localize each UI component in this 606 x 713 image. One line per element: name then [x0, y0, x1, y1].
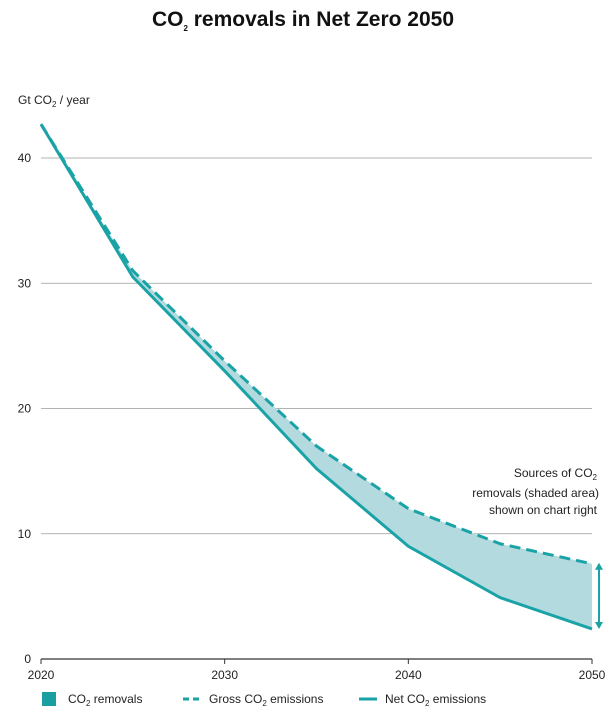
legend-swatch-removals [42, 692, 56, 706]
removals-range-arrow [595, 562, 603, 629]
x-tick-label: 2030 [211, 668, 238, 682]
legend: CO2 removals Gross CO2 emissions Net CO2 e… [42, 692, 486, 708]
legend-label-gross: Gross CO2 emissions [209, 692, 323, 708]
annotation-line-1: Sources of CO2 [514, 466, 598, 482]
y-axis-label: Gt CO2 / year [18, 93, 90, 109]
y-tick-label: 10 [18, 527, 32, 541]
y-tick-label: 0 [24, 652, 31, 666]
y-tick-label: 30 [18, 276, 32, 290]
annotation-line-2: removals (shaded area) [472, 486, 599, 500]
y-tick-label: 40 [18, 151, 32, 165]
annotation: Sources of CO2 removals (shaded area) sh… [472, 466, 599, 517]
x-tick-label: 2050 [579, 668, 606, 682]
range-arrow-head-bottom [595, 621, 603, 629]
legend-label-removals: CO2 removals [68, 692, 142, 708]
gridlines [41, 157, 592, 660]
chart-title: CO2 removals in Net Zero 2050 [151, 8, 455, 34]
annotation-line-3: shown on chart right [489, 503, 598, 517]
gross-emissions-line [39, 123, 593, 566]
legend-label-net: Net CO2 emissions [385, 692, 486, 708]
x-tick-label: 2020 [28, 668, 55, 682]
x-tick-label: 2040 [395, 668, 422, 682]
range-arrow-head-top [595, 562, 603, 570]
series-lines [39, 123, 593, 631]
y-tick-label: 20 [18, 402, 32, 416]
net-emissions-line [39, 123, 593, 631]
removals-shaded-area [41, 124, 592, 629]
removals-area [41, 124, 592, 629]
